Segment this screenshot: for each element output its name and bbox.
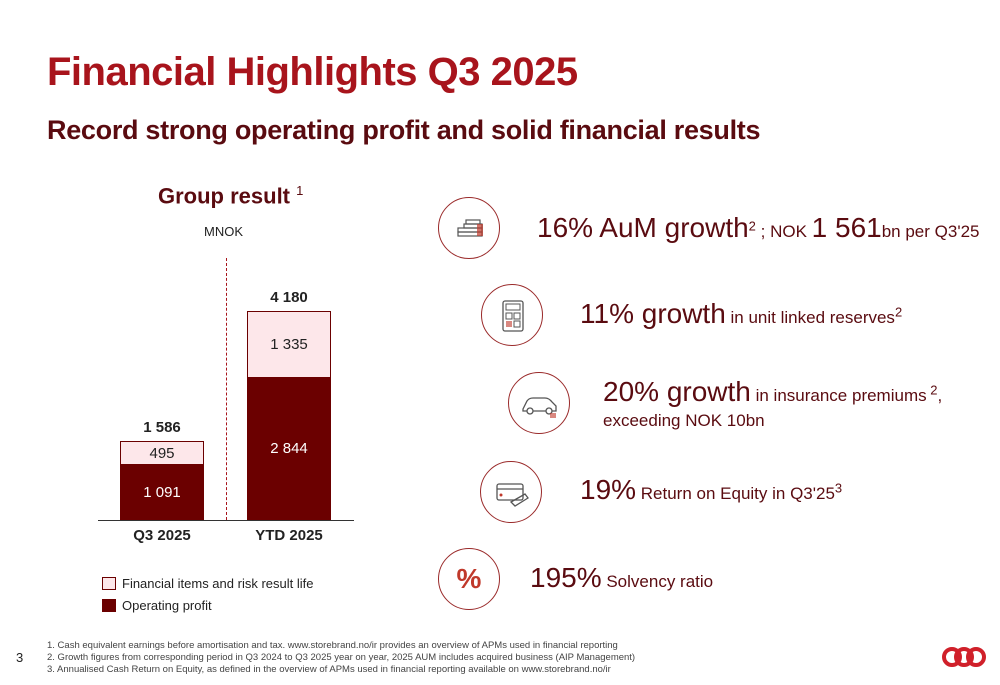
chart-unit: MNOK: [204, 224, 243, 239]
kpi-roe-footnote: 3: [834, 480, 843, 496]
chart-axis: [98, 520, 354, 521]
financial-items-bar-2: 1 335: [247, 311, 331, 378]
percent-icon-glyph: %: [456, 563, 482, 594]
kpi-roe-text: Return on Equity in Q3'25: [636, 484, 835, 503]
chart-title: Group result 1: [158, 183, 303, 209]
operating-profit-bar-1: 1 091: [120, 465, 204, 520]
bar-segment-label: 495: [149, 445, 175, 463]
footnote-2: 2. Growth figures from corresponding per…: [47, 652, 636, 663]
kpi-unit-linked-value: 11% growth: [580, 298, 726, 329]
kpi-unit-linked-text: in unit linked reserves: [725, 308, 895, 327]
footnotes: 1. Cash equivalent earnings before amort…: [47, 640, 635, 676]
kpi-insurance-footnote: 2: [926, 382, 938, 398]
kpi-aum-footnote: 2: [748, 218, 756, 234]
kpi-solvency: 195% Solvency ratio: [530, 562, 713, 594]
legend-swatch-light: [102, 577, 116, 590]
chart-divider: [226, 258, 227, 520]
kpi-insurance-line2: exceeding NOK 10bn: [603, 411, 765, 431]
page-number: 3: [16, 650, 24, 665]
brand-logo: [940, 644, 988, 670]
card-payment-icon: [480, 461, 542, 523]
kpi-aum-amount: 1 561: [811, 212, 882, 243]
kpi-roe-value: 19%: [580, 474, 637, 505]
calculator-icon: [481, 284, 543, 346]
bar-total-label: 4 180: [270, 289, 308, 307]
coins-stack-icon: [438, 197, 500, 259]
kpi-insurance-line2-text: exceeding NOK 10bn: [603, 411, 765, 430]
page-title: Financial Highlights Q3 2025: [47, 50, 578, 94]
bar-segment-label: 1 335: [270, 336, 308, 354]
kpi-aum-mid: ; NOK: [755, 222, 812, 241]
kpi-roe: 19% Return on Equity in Q3'253: [580, 474, 842, 506]
legend-swatch-dark: [102, 599, 116, 612]
kpi-solvency-value: 195%: [530, 562, 602, 593]
bar-segment-label: 1 091: [143, 483, 181, 501]
category-label: Q3 2025: [133, 527, 191, 544]
kpi-unit-linked-footnote: 2: [894, 304, 903, 320]
footnote-1: 1. Cash equivalent earnings before amort…: [47, 640, 618, 651]
financial-items-bar-1: 495: [120, 440, 204, 466]
legend-label-dark: Operating profit: [122, 598, 212, 613]
chart-title-text: Group result: [158, 183, 291, 209]
chart-title-footnote: 1: [296, 183, 304, 198]
bar-total-label: 1 586: [143, 418, 181, 436]
page-subtitle: Record strong operating profit and solid…: [47, 115, 761, 145]
kpi-aum-unit: bn per Q3'25: [881, 222, 980, 241]
kpi-insurance: 20% growth in insurance premiums 2,: [603, 376, 942, 408]
footnote-3: 3. Annualised Cash Return on Equity, as …: [47, 664, 611, 675]
kpi-unit-linked: 11% growth in unit linked reserves2: [580, 298, 902, 330]
kpi-insurance-value: 20% growth: [603, 376, 751, 407]
kpi-aum-growth: 16% AuM growth2 ; NOK 1 561bn per Q3'25: [537, 212, 979, 244]
category-label: YTD 2025: [255, 527, 323, 544]
kpi-aum-growth-value: 16% AuM growth: [537, 212, 749, 243]
percent-icon: %: [438, 548, 500, 610]
kpi-solvency-text: Solvency ratio: [601, 572, 714, 591]
kpi-insurance-text: in insurance premiums: [750, 386, 927, 405]
car-icon: [508, 372, 570, 434]
bar-segment-label: 2 844: [270, 439, 308, 457]
legend-label-light: Financial items and risk result life: [122, 576, 314, 591]
operating-profit-bar-2: 2 844: [247, 377, 331, 520]
kpi-insurance-tail: ,: [937, 386, 943, 405]
